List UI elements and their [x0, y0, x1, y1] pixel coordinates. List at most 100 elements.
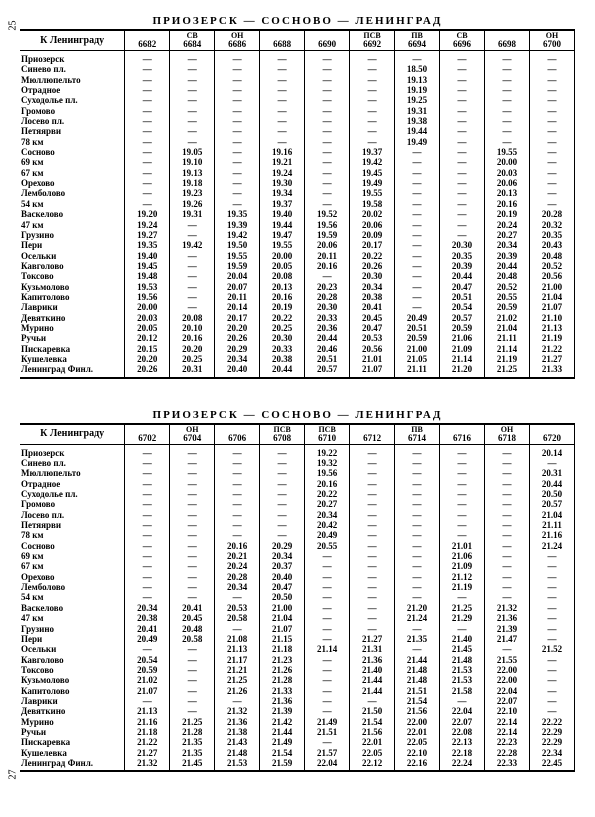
- time-cell: —: [305, 696, 350, 706]
- time-cell: 21.48: [395, 665, 440, 675]
- train-number: 6712: [350, 434, 394, 443]
- time-cell: 20.57: [440, 313, 485, 323]
- time-cell: —: [170, 686, 215, 696]
- time-cell: 21.27: [125, 748, 170, 758]
- time-cell: 22.00: [395, 717, 440, 727]
- time-cell: 20.30: [350, 271, 395, 281]
- time-cell: —: [305, 561, 350, 571]
- time-cell: —: [170, 541, 215, 551]
- time-cell: —: [125, 696, 170, 706]
- time-cell: —: [529, 75, 574, 85]
- time-cell: 20.16: [170, 333, 215, 343]
- time-cell: 20.14: [529, 444, 574, 458]
- time-cell: —: [215, 137, 260, 147]
- table-row: Суходолье пл.——————19.25———: [20, 95, 575, 105]
- station-name: 47 км: [20, 220, 125, 230]
- time-cell: —: [350, 582, 395, 592]
- time-cell: 20.06: [485, 178, 530, 188]
- time-cell: —: [485, 85, 530, 95]
- time-cell: 20.24: [485, 220, 530, 230]
- time-cell: —: [485, 479, 530, 489]
- time-cell: 20.29: [215, 344, 260, 354]
- table-row: Грузино20.4120.48—21.07————21.39—: [20, 624, 575, 634]
- time-cell: 21.40: [440, 634, 485, 644]
- time-cell: —: [529, 168, 574, 178]
- table-row: 54 км—19.26—19.37—19.58——20.16—: [20, 199, 575, 209]
- time-cell: 19.30: [260, 178, 305, 188]
- time-cell: —: [305, 137, 350, 147]
- table-row: Синево пл.————19.32—————: [20, 458, 575, 468]
- time-cell: 19.31: [395, 106, 440, 116]
- time-cell: —: [485, 75, 530, 85]
- time-cell: 20.49: [305, 530, 350, 540]
- time-cell: —: [170, 468, 215, 478]
- time-cell: —: [125, 137, 170, 147]
- table-row: Осельки19.40—19.5520.0020.1120.22—20.352…: [20, 251, 575, 261]
- time-cell: 21.49: [305, 717, 350, 727]
- time-cell: —: [485, 64, 530, 74]
- time-cell: 21.07: [125, 686, 170, 696]
- time-cell: —: [305, 178, 350, 188]
- time-cell: —: [350, 489, 395, 499]
- time-cell: 20.02: [350, 209, 395, 219]
- time-cell: —: [125, 479, 170, 489]
- time-cell: 20.41: [170, 603, 215, 613]
- table-row: Кушелевка20.2020.2520.3420.3820.5121.012…: [20, 354, 575, 364]
- time-cell: 22.14: [485, 727, 530, 737]
- time-cell: —: [305, 126, 350, 136]
- time-cell: 21.26: [215, 686, 260, 696]
- time-cell: 21.44: [350, 675, 395, 685]
- time-cell: 21.12: [440, 572, 485, 582]
- train-header: 6682: [125, 30, 170, 51]
- table-row: Суходолье пл.————20.22————20.50: [20, 489, 575, 499]
- time-cell: 20.47: [260, 582, 305, 592]
- time-cell: 21.28: [170, 727, 215, 737]
- table-row: Лаврики20.00—20.1420.1920.3020.41—20.542…: [20, 302, 575, 312]
- time-cell: 19.24: [260, 168, 305, 178]
- time-cell: —: [215, 489, 260, 499]
- time-cell: 21.35: [170, 737, 215, 747]
- time-cell: —: [485, 444, 530, 458]
- time-cell: 19.55: [260, 240, 305, 250]
- time-cell: —: [170, 230, 215, 240]
- time-cell: 20.56: [350, 344, 395, 354]
- time-cell: 20.54: [440, 302, 485, 312]
- train-header: ОН6700: [529, 30, 574, 51]
- time-cell: —: [350, 75, 395, 85]
- table-row: Мурино21.1621.2521.3621.4221.4921.5422.0…: [20, 717, 575, 727]
- time-cell: —: [529, 137, 574, 147]
- time-cell: —: [529, 178, 574, 188]
- time-cell: 19.56: [125, 292, 170, 302]
- time-cell: —: [260, 126, 305, 136]
- time-cell: 20.34: [125, 603, 170, 613]
- station-name: Пискаревка: [20, 737, 125, 747]
- station-name: Девяткино: [20, 313, 125, 323]
- table-row: Пискаревка21.2221.3521.4321.49—22.0122.0…: [20, 737, 575, 747]
- time-cell: —: [215, 147, 260, 157]
- time-cell: 20.20: [215, 323, 260, 333]
- time-cell: —: [170, 95, 215, 105]
- time-cell: 19.42: [215, 230, 260, 240]
- time-cell: 19.55: [485, 147, 530, 157]
- time-cell: 22.05: [350, 748, 395, 758]
- route-title: ПРИОЗЕРСК — СОСНОВО — ЛЕНИНГРАД: [20, 15, 575, 27]
- time-cell: 21.43: [215, 737, 260, 747]
- train-number: 6706: [215, 434, 259, 443]
- time-cell: 22.23: [485, 737, 530, 747]
- train-number: 6688: [260, 40, 304, 49]
- time-cell: 22.00: [485, 675, 530, 685]
- time-cell: —: [170, 696, 215, 706]
- time-cell: —: [125, 582, 170, 592]
- time-cell: 20.50: [529, 489, 574, 499]
- time-cell: —: [260, 468, 305, 478]
- train-number: 6694: [395, 40, 439, 49]
- station-name: 67 км: [20, 168, 125, 178]
- time-cell: —: [305, 75, 350, 85]
- time-cell: —: [215, 479, 260, 489]
- time-cell: —: [350, 137, 395, 147]
- train-number: 6692: [350, 40, 394, 49]
- train-header: 6702: [125, 424, 170, 445]
- time-cell: —: [305, 675, 350, 685]
- time-cell: —: [440, 75, 485, 85]
- train-number: 6704: [170, 434, 214, 443]
